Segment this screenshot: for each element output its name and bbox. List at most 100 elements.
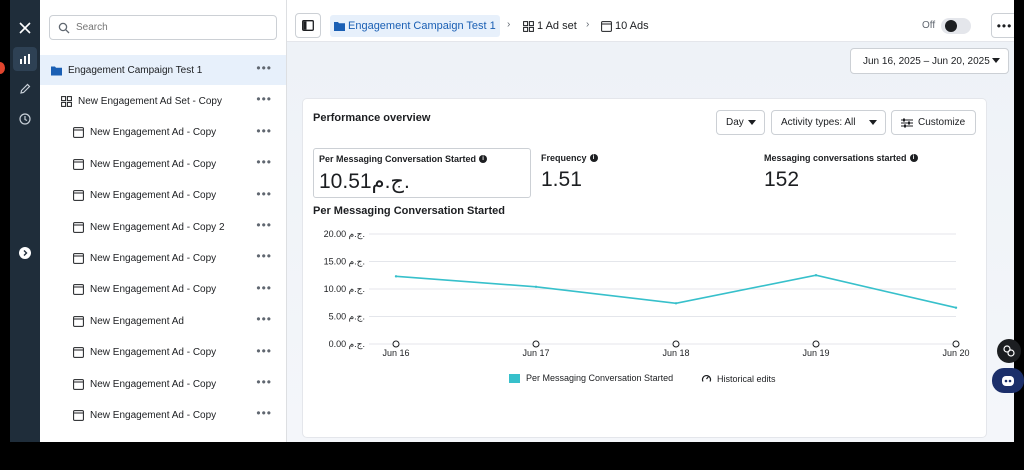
tree-item-level-2[interactable]: New Engagement Ad - Copy ••• [40,369,286,399]
historical-edit-icon [672,340,680,348]
info-icon[interactable]: i [589,154,598,162]
more-options-icon[interactable]: ••• [256,123,272,138]
x-tick-label: Jun 18 [662,348,689,358]
granularity-dropdown[interactable]: Day [716,110,765,135]
toggle-label: Off [922,20,936,31]
tree-item-level-2[interactable]: New Engagement Ad - Copy 2 ••• [40,212,286,242]
sidebar-toggle-button[interactable] [295,13,321,38]
historical-edit-icon [532,340,540,348]
more-options-icon[interactable]: ••• [256,218,272,232]
breadcrumb-ads[interactable]: 10 Ads [601,15,649,37]
historical-edit-icon [392,340,400,348]
metric-frequency[interactable]: Frequency i 1.51 [536,148,736,198]
search-icon [58,22,70,33]
metric-cost-per-conversation[interactable]: Per Messaging Conversation Started i 10.5… [313,148,531,198]
y-tick-label: 20.00 ج.م. [324,229,365,240]
more-options-icon[interactable]: ••• [256,375,272,389]
more-options-icon[interactable]: ••• [256,280,272,295]
ad-icon [72,315,84,327]
app-window: Engagement Campaign Test 1•••New Engagem… [10,0,1014,442]
activity-types-dropdown[interactable]: Activity types: All [771,110,886,135]
legend-label: Per Messaging Conversation Started [526,373,674,383]
historical-edit-icon [952,340,960,348]
info-icon[interactable]: i [479,155,488,163]
ad-icon [72,378,84,390]
sliders-icon [901,118,913,127]
tree-item-label: New Engagement Ad [90,315,184,327]
tree-item-level-2[interactable]: New Engagement Ad - Copy ••• [40,243,286,273]
bottom-bar [0,442,1024,470]
adset-grid-icon [523,20,534,32]
more-options-icon[interactable]: ••• [256,92,272,107]
historical-edit-icon [812,340,820,348]
caret-down-icon [992,58,1000,63]
y-tick-label: 5.00 ج.م. [329,312,365,323]
expand-chevron-icon[interactable] [13,241,37,265]
x-tick-label: Jun 19 [802,348,829,358]
clock-icon[interactable] [13,107,37,131]
tree-item-level-2[interactable]: New Engagement Ad - Copy ••• [40,118,286,148]
ad-icon [601,20,612,32]
tree-item-level-0[interactable]: Engagement Campaign Test 1 ••• [40,55,286,85]
chevron-right-icon: › [586,19,590,30]
ad-icon [72,347,84,359]
legend-item-historical-edits[interactable]: Historical edits [701,373,776,384]
pencil-icon[interactable] [13,77,37,101]
ad-icon [72,221,84,233]
tree-item-label: Engagement Campaign Test 1 [68,64,203,76]
date-range-label: Jun 16, 2025 – Jun 20, 2025 [863,55,990,67]
caret-down-icon [748,120,756,125]
metric-conversations-started[interactable]: Messaging conversations started i 152 [759,148,979,198]
line-chart: 0.00 ج.م. 5.00 ج.م. 10.00 ج.م. 15.00 ج.م. 20… [324,229,970,358]
tree-item-level-2[interactable]: New Engagement Ad - Copy ••• [40,181,286,211]
tree-item-label: New Engagement Ad - Copy [90,347,217,359]
tree-item-level-2[interactable]: New Engagement Ad - Copy ••• [40,275,286,305]
more-options-icon[interactable]: ••• [256,61,272,75]
more-options-icon[interactable]: ••• [256,343,272,358]
more-options-icon[interactable]: ••• [256,186,272,201]
caret-down-icon [869,120,877,125]
tree-item-label: New Engagement Ad Set - Copy [78,95,222,107]
more-options-icon[interactable]: ••• [256,406,272,421]
tree-item-level-2[interactable]: New Engagement Ad - Copy ••• [40,400,286,430]
card-title: Performance overview [313,112,431,124]
tree-item-label: New Engagement Ad - Copy [90,409,217,421]
folder-icon [334,22,345,31]
y-tick-label: 15.00 ج.م. [324,257,365,268]
assistant-float-icon[interactable] [997,339,1021,363]
breadcrumb-adset[interactable]: 1 Ad set [523,15,577,37]
more-options-button[interactable]: ••• [991,13,1014,38]
more-options-icon[interactable]: ••• [256,155,272,170]
date-range-picker[interactable]: Jun 16, 2025 – Jun 20, 2025 [850,48,1009,74]
tree-item-label: New Engagement Ad - Copy 2 [90,221,225,233]
campaign-status-toggle[interactable] [941,18,971,34]
ad-icon [72,190,84,202]
search-field[interactable] [49,15,277,40]
tree-item-level-2[interactable]: New Engagement Ad ••• [40,306,286,336]
metric-value: 152 [764,168,800,191]
tree-item-level-2[interactable]: New Engagement Ad - Copy ••• [40,149,286,179]
breadcrumb-campaign-label: Engagement Campaign Test 1 [348,20,496,32]
metric-value: 10.51ج.م. [319,170,410,193]
metric-label: Per Messaging Conversation Started [319,154,477,164]
breadcrumb-campaign[interactable]: Engagement Campaign Test 1 [330,15,500,37]
more-options-icon[interactable]: ••• [256,249,272,264]
x-tick-label: Jun 20 [942,348,969,358]
search-input[interactable] [76,22,256,33]
data-point [674,302,678,305]
ad-icon [72,284,84,296]
info-icon[interactable]: i [909,154,918,162]
legend-item-series[interactable]: Per Messaging Conversation Started [509,373,673,383]
ad-icon [72,252,84,264]
customize-button[interactable]: Customize [891,110,976,135]
more-options-icon[interactable]: ••• [256,312,272,327]
legend-swatch [509,373,520,383]
tree-item-level-1[interactable]: New Engagement Ad Set - Copy ••• [40,86,286,116]
screen-right-border [1014,0,1024,442]
tree-item-level-2[interactable]: New Engagement Ad - Copy ••• [40,338,286,368]
breadcrumb-ads-label: 10 Ads [615,20,649,32]
chart-bar-icon[interactable] [13,47,37,71]
top-bar: Engagement Campaign Test 1 › 1 Ad set › … [287,0,1014,42]
chat-bot-icon[interactable] [992,368,1024,393]
close-icon[interactable] [13,16,37,40]
